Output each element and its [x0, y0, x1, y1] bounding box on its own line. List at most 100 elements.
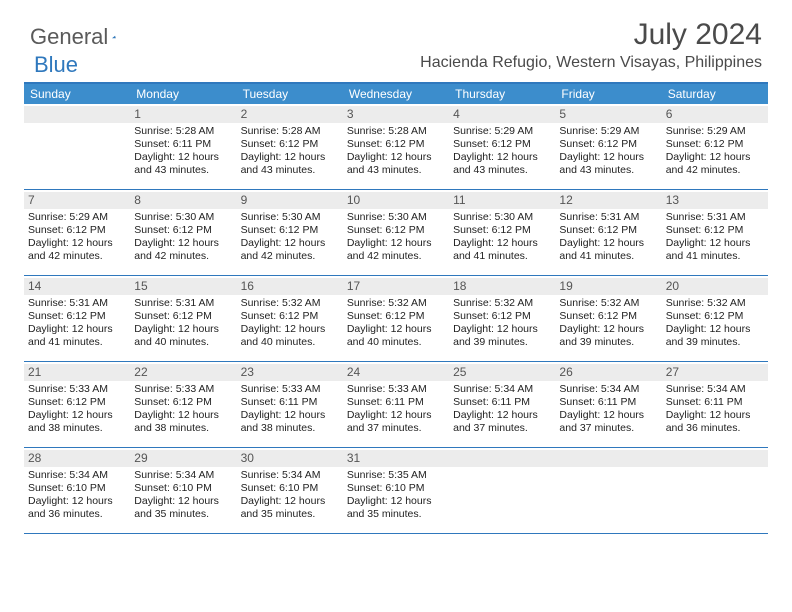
day-info-line: Daylight: 12 hours: [28, 237, 126, 250]
day-info-line: and 37 minutes.: [347, 422, 445, 435]
day-info-line: Sunset: 6:12 PM: [666, 138, 764, 151]
day-header: Tuesday: [237, 84, 343, 104]
day-cell: 30Sunrise: 5:34 AMSunset: 6:10 PMDayligh…: [237, 448, 343, 533]
day-cell: 19Sunrise: 5:32 AMSunset: 6:12 PMDayligh…: [555, 276, 661, 361]
day-cell: 8Sunrise: 5:30 AMSunset: 6:12 PMDaylight…: [130, 190, 236, 275]
day-cell: 2Sunrise: 5:28 AMSunset: 6:12 PMDaylight…: [237, 104, 343, 189]
day-info-line: Daylight: 12 hours: [28, 409, 126, 422]
day-info-line: Daylight: 12 hours: [559, 151, 657, 164]
day-number: 14: [24, 278, 130, 295]
day-info-line: Daylight: 12 hours: [347, 151, 445, 164]
day-info-line: Sunrise: 5:28 AM: [134, 125, 232, 138]
day-info-line: Daylight: 12 hours: [666, 323, 764, 336]
day-info-line: Sunrise: 5:32 AM: [666, 297, 764, 310]
day-info-line: Sunset: 6:12 PM: [666, 310, 764, 323]
day-cell: [24, 104, 130, 189]
day-info-line: Sunrise: 5:31 AM: [559, 211, 657, 224]
day-header: Saturday: [662, 84, 768, 104]
day-info-line: Sunrise: 5:34 AM: [453, 383, 551, 396]
day-info-line: Daylight: 12 hours: [241, 323, 339, 336]
day-number: 3: [343, 106, 449, 123]
day-info-line: Sunrise: 5:29 AM: [666, 125, 764, 138]
day-info-line: Sunrise: 5:30 AM: [134, 211, 232, 224]
day-cell: 12Sunrise: 5:31 AMSunset: 6:12 PMDayligh…: [555, 190, 661, 275]
day-number: 16: [237, 278, 343, 295]
day-info-line: Sunset: 6:12 PM: [453, 138, 551, 151]
day-info-line: Daylight: 12 hours: [453, 237, 551, 250]
day-info-line: Sunrise: 5:29 AM: [453, 125, 551, 138]
day-info-line: Sunrise: 5:34 AM: [666, 383, 764, 396]
day-number: 9: [237, 192, 343, 209]
day-info-line: Sunrise: 5:33 AM: [134, 383, 232, 396]
day-cell: 11Sunrise: 5:30 AMSunset: 6:12 PMDayligh…: [449, 190, 555, 275]
day-info-line: Sunrise: 5:33 AM: [241, 383, 339, 396]
day-info-line: and 35 minutes.: [134, 508, 232, 521]
day-number: 29: [130, 450, 236, 467]
day-info-line: and 37 minutes.: [453, 422, 551, 435]
day-number: 18: [449, 278, 555, 295]
day-number: 24: [343, 364, 449, 381]
day-number: 2: [237, 106, 343, 123]
week-row: 7Sunrise: 5:29 AMSunset: 6:12 PMDaylight…: [24, 190, 768, 276]
title-block: July 2024 Hacienda Refugio, Western Visa…: [420, 18, 762, 72]
day-number: 15: [130, 278, 236, 295]
day-info-line: Sunset: 6:12 PM: [134, 224, 232, 237]
day-info-line: Sunset: 6:10 PM: [241, 482, 339, 495]
day-number: [662, 450, 768, 467]
day-cell: 16Sunrise: 5:32 AMSunset: 6:12 PMDayligh…: [237, 276, 343, 361]
day-number: 4: [449, 106, 555, 123]
day-info-line: and 38 minutes.: [241, 422, 339, 435]
day-header: Wednesday: [343, 84, 449, 104]
day-info-line: and 42 minutes.: [666, 164, 764, 177]
day-info-line: Sunrise: 5:32 AM: [347, 297, 445, 310]
day-info-line: Daylight: 12 hours: [453, 151, 551, 164]
day-cell: 14Sunrise: 5:31 AMSunset: 6:12 PMDayligh…: [24, 276, 130, 361]
day-cell: 5Sunrise: 5:29 AMSunset: 6:12 PMDaylight…: [555, 104, 661, 189]
day-info-line: Sunrise: 5:30 AM: [347, 211, 445, 224]
day-number: 28: [24, 450, 130, 467]
day-info-line: Sunset: 6:12 PM: [453, 224, 551, 237]
day-cell: 25Sunrise: 5:34 AMSunset: 6:11 PMDayligh…: [449, 362, 555, 447]
day-cell: 20Sunrise: 5:32 AMSunset: 6:12 PMDayligh…: [662, 276, 768, 361]
day-info-line: Sunrise: 5:31 AM: [28, 297, 126, 310]
day-info-line: Sunset: 6:12 PM: [134, 310, 232, 323]
day-info-line: Sunrise: 5:34 AM: [241, 469, 339, 482]
day-number: 12: [555, 192, 661, 209]
day-info-line: and 43 minutes.: [347, 164, 445, 177]
month-title: July 2024: [420, 18, 762, 52]
day-info-line: Daylight: 12 hours: [666, 237, 764, 250]
day-info-line: Daylight: 12 hours: [134, 237, 232, 250]
day-cell: 9Sunrise: 5:30 AMSunset: 6:12 PMDaylight…: [237, 190, 343, 275]
day-info-line: Sunset: 6:12 PM: [28, 396, 126, 409]
day-info-line: Daylight: 12 hours: [559, 409, 657, 422]
day-cell: 17Sunrise: 5:32 AMSunset: 6:12 PMDayligh…: [343, 276, 449, 361]
day-cell: 18Sunrise: 5:32 AMSunset: 6:12 PMDayligh…: [449, 276, 555, 361]
day-info-line: Sunset: 6:11 PM: [347, 396, 445, 409]
day-info-line: Sunrise: 5:34 AM: [134, 469, 232, 482]
day-cell: 26Sunrise: 5:34 AMSunset: 6:11 PMDayligh…: [555, 362, 661, 447]
day-number: 23: [237, 364, 343, 381]
day-info-line: Sunset: 6:12 PM: [347, 138, 445, 151]
day-number: 7: [24, 192, 130, 209]
day-info-line: and 43 minutes.: [453, 164, 551, 177]
day-info-line: Daylight: 12 hours: [666, 151, 764, 164]
day-header: Thursday: [449, 84, 555, 104]
day-info-line: Daylight: 12 hours: [134, 495, 232, 508]
day-number: 13: [662, 192, 768, 209]
day-cell: 24Sunrise: 5:33 AMSunset: 6:11 PMDayligh…: [343, 362, 449, 447]
day-info-line: and 40 minutes.: [347, 336, 445, 349]
day-info-line: Sunset: 6:10 PM: [134, 482, 232, 495]
day-info-line: Sunset: 6:12 PM: [666, 224, 764, 237]
day-info-line: Sunset: 6:12 PM: [241, 224, 339, 237]
day-number: 22: [130, 364, 236, 381]
day-info-line: and 36 minutes.: [28, 508, 126, 521]
day-info-line: Sunset: 6:10 PM: [347, 482, 445, 495]
day-info-line: and 35 minutes.: [347, 508, 445, 521]
day-info-line: Sunrise: 5:34 AM: [28, 469, 126, 482]
day-cell: 1Sunrise: 5:28 AMSunset: 6:11 PMDaylight…: [130, 104, 236, 189]
day-number: [555, 450, 661, 467]
day-info-line: Daylight: 12 hours: [134, 409, 232, 422]
day-info-line: Daylight: 12 hours: [241, 237, 339, 250]
day-info-line: Sunrise: 5:35 AM: [347, 469, 445, 482]
day-info-line: and 43 minutes.: [134, 164, 232, 177]
